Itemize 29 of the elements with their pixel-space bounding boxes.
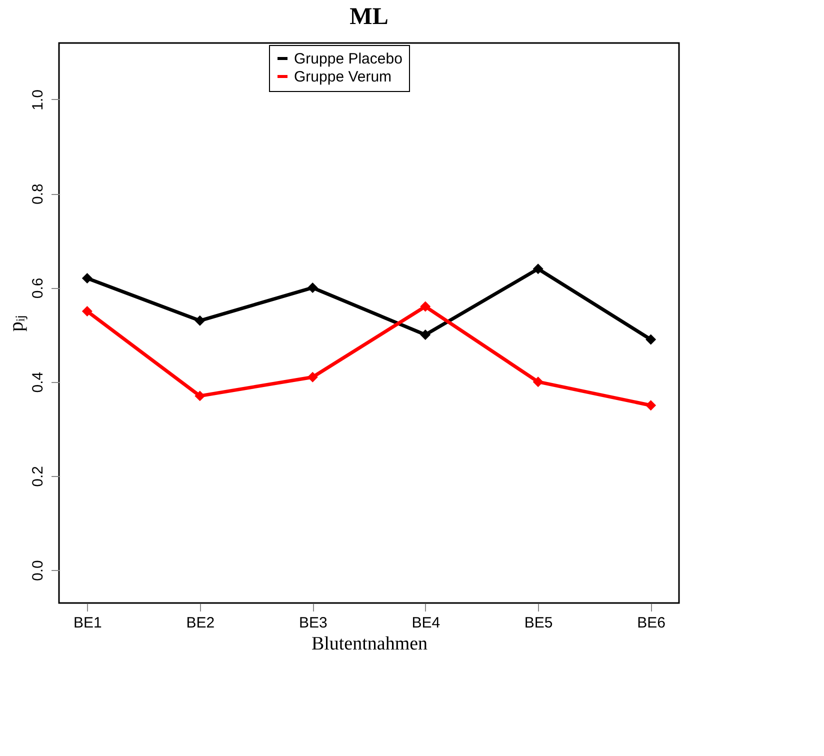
y-tick-label: 1.0 [30,90,46,110]
y-tick-label: 0.6 [30,278,46,299]
point [420,301,431,312]
x-tick-label: BE5 [524,614,553,632]
point [82,273,92,284]
y-axis-title: pᵢⱼ [6,315,28,332]
x-tick-label: BE4 [412,614,440,632]
point [532,376,544,388]
point [646,334,656,345]
y-tick-label: 0.8 [30,184,46,205]
point [420,330,431,340]
point [532,264,544,274]
x-tick-label: BE2 [186,614,215,632]
point [194,390,206,402]
chart-title: ML [350,4,388,30]
y-tick-label: 0.2 [30,466,46,487]
point [194,315,206,326]
point [646,400,656,411]
point [307,282,318,293]
legend-label: Gruppe Placebo [294,50,402,68]
x-tick-label: BE6 [637,614,666,632]
legend-label: Gruppe Verum [294,68,392,86]
x-tick-label: BE3 [298,614,328,632]
x-axis-title: Blutentnahmen [311,634,428,654]
x-tick-label: BE1 [74,614,102,632]
point [82,306,92,316]
y-tick-label: 0.4 [30,372,46,393]
point [307,372,318,382]
y-tick-label: 0.0 [30,560,46,581]
